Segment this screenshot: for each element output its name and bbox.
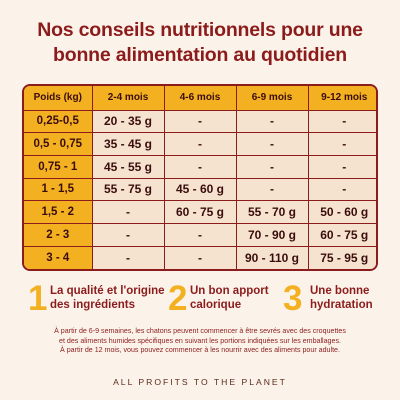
note-line: À partir de 6-9 semaines, les chatons pe… — [54, 327, 346, 335]
table-cell: - — [163, 132, 237, 156]
feature-label: La qualité et l'origine des ingrédients — [50, 285, 165, 312]
table-cell: - — [163, 154, 237, 179]
features-row: 1 La qualité et l'origine des ingrédient… — [28, 279, 380, 325]
table-cell: 60 - 75 g — [163, 200, 237, 225]
feature-calories: 2 Un bon apport calorique — [168, 279, 283, 325]
table-cell: 55 - 70 g — [235, 200, 309, 225]
note-line: À partir de 12 mois, vous pouvez commenc… — [60, 346, 340, 354]
table-cell: 45 - 60 g — [163, 177, 237, 202]
table-cell: - — [235, 154, 309, 179]
table-cell: - — [91, 245, 165, 269]
table-row: 1 - 1,5 55 - 75 g 45 - 60 g - - — [24, 177, 376, 202]
header-cell-9-12: 9-12 mois — [307, 86, 376, 111]
table-row: 0,5 - 0,75 35 - 45 g - - - — [24, 132, 376, 156]
table-cell: - — [235, 177, 309, 202]
table-cell: 45 - 55 g — [91, 154, 165, 179]
weight-cell: 3 - 4 — [24, 245, 93, 269]
feature-label-line: calorique — [190, 298, 242, 311]
page-title: Nos conseils nutritionnels pour une bonn… — [0, 18, 400, 68]
table-cell: - — [307, 177, 376, 202]
table-row: 2 - 3 - - 70 - 90 g 60 - 75 g — [24, 223, 376, 247]
feature-label-line: hydratation — [310, 298, 373, 311]
table-cell: 70 - 90 g — [235, 223, 309, 247]
note-line: et des aliments humides spécifiques en s… — [59, 336, 341, 345]
table-row: 0,25-0,5 20 - 35 g - - - — [24, 109, 376, 134]
table-cell: - — [91, 223, 165, 247]
feature-number: 1 — [28, 279, 48, 318]
table-cell: 55 - 75 g — [91, 177, 165, 202]
feature-label-line: La qualité et l'origine — [50, 285, 165, 297]
table-row: 1,5 - 2 - 60 - 75 g 55 - 70 g 50 - 60 g — [24, 200, 376, 225]
feeding-table-grid: Poids (kg) 2-4 mois 4-6 mois 6-9 mois 9-… — [24, 86, 376, 269]
table-header-row: Poids (kg) 2-4 mois 4-6 mois 6-9 mois 9-… — [24, 86, 376, 111]
table-cell: - — [235, 109, 309, 134]
feature-label-line: des ingrédients — [50, 298, 135, 311]
feature-number: 3 — [283, 279, 303, 318]
table-cell: - — [235, 132, 309, 156]
table-cell: - — [307, 132, 376, 156]
weight-cell: 1,5 - 2 — [24, 200, 93, 225]
weight-cell: 2 - 3 — [24, 223, 93, 247]
title-line-1: Nos conseils nutritionnels pour une — [37, 19, 363, 41]
header-cell-weight: Poids (kg) — [24, 86, 93, 111]
feature-number: 2 — [168, 279, 188, 318]
feature-label-line: Une bonne — [310, 285, 370, 297]
feature-hydration: 3 Une bonne hydratation — [283, 279, 393, 325]
header-cell-4-6: 4-6 mois — [163, 86, 237, 111]
feature-label: Une bonne hydratation — [310, 285, 373, 312]
table-cell: 60 - 75 g — [307, 223, 376, 247]
feature-quality: 1 La qualité et l'origine des ingrédient… — [28, 279, 168, 325]
table-row: 3 - 4 - - 90 - 110 g 75 - 95 g — [24, 245, 376, 269]
feeding-table: Poids (kg) 2-4 mois 4-6 mois 6-9 mois 9-… — [22, 84, 378, 271]
table-cell: - — [163, 223, 237, 247]
table-cell: - — [163, 245, 237, 269]
weight-cell: 1 - 1,5 — [24, 177, 93, 202]
table-cell: - — [307, 109, 376, 134]
table-cell: 20 - 35 g — [91, 109, 165, 134]
table-cell: 50 - 60 g — [307, 200, 376, 225]
table-cell: - — [307, 154, 376, 179]
table-row: 0,75 - 1 45 - 55 g - - - — [24, 154, 376, 179]
feature-label-line: Un bon apport — [190, 285, 269, 297]
table-cell: 35 - 45 g — [91, 132, 165, 156]
title-line-2: bonne alimentation au quotidien — [53, 44, 347, 66]
header-cell-6-9: 6-9 mois — [235, 86, 309, 111]
weight-cell: 0,75 - 1 — [24, 154, 93, 179]
weight-cell: 0,5 - 0,75 — [24, 132, 93, 156]
feature-label: Un bon apport calorique — [190, 285, 269, 312]
table-cell: - — [163, 109, 237, 134]
feeding-note: À partir de 6-9 semaines, les chatons pe… — [18, 327, 382, 356]
table-cell: 75 - 95 g — [307, 245, 376, 269]
footer-tagline: ALL PROFITS TO THE PLANET — [113, 377, 287, 387]
table-cell: 90 - 110 g — [235, 245, 309, 269]
table-cell: - — [91, 200, 165, 225]
header-cell-2-4: 2-4 mois — [91, 86, 165, 111]
weight-cell: 0,25-0,5 — [24, 109, 93, 134]
